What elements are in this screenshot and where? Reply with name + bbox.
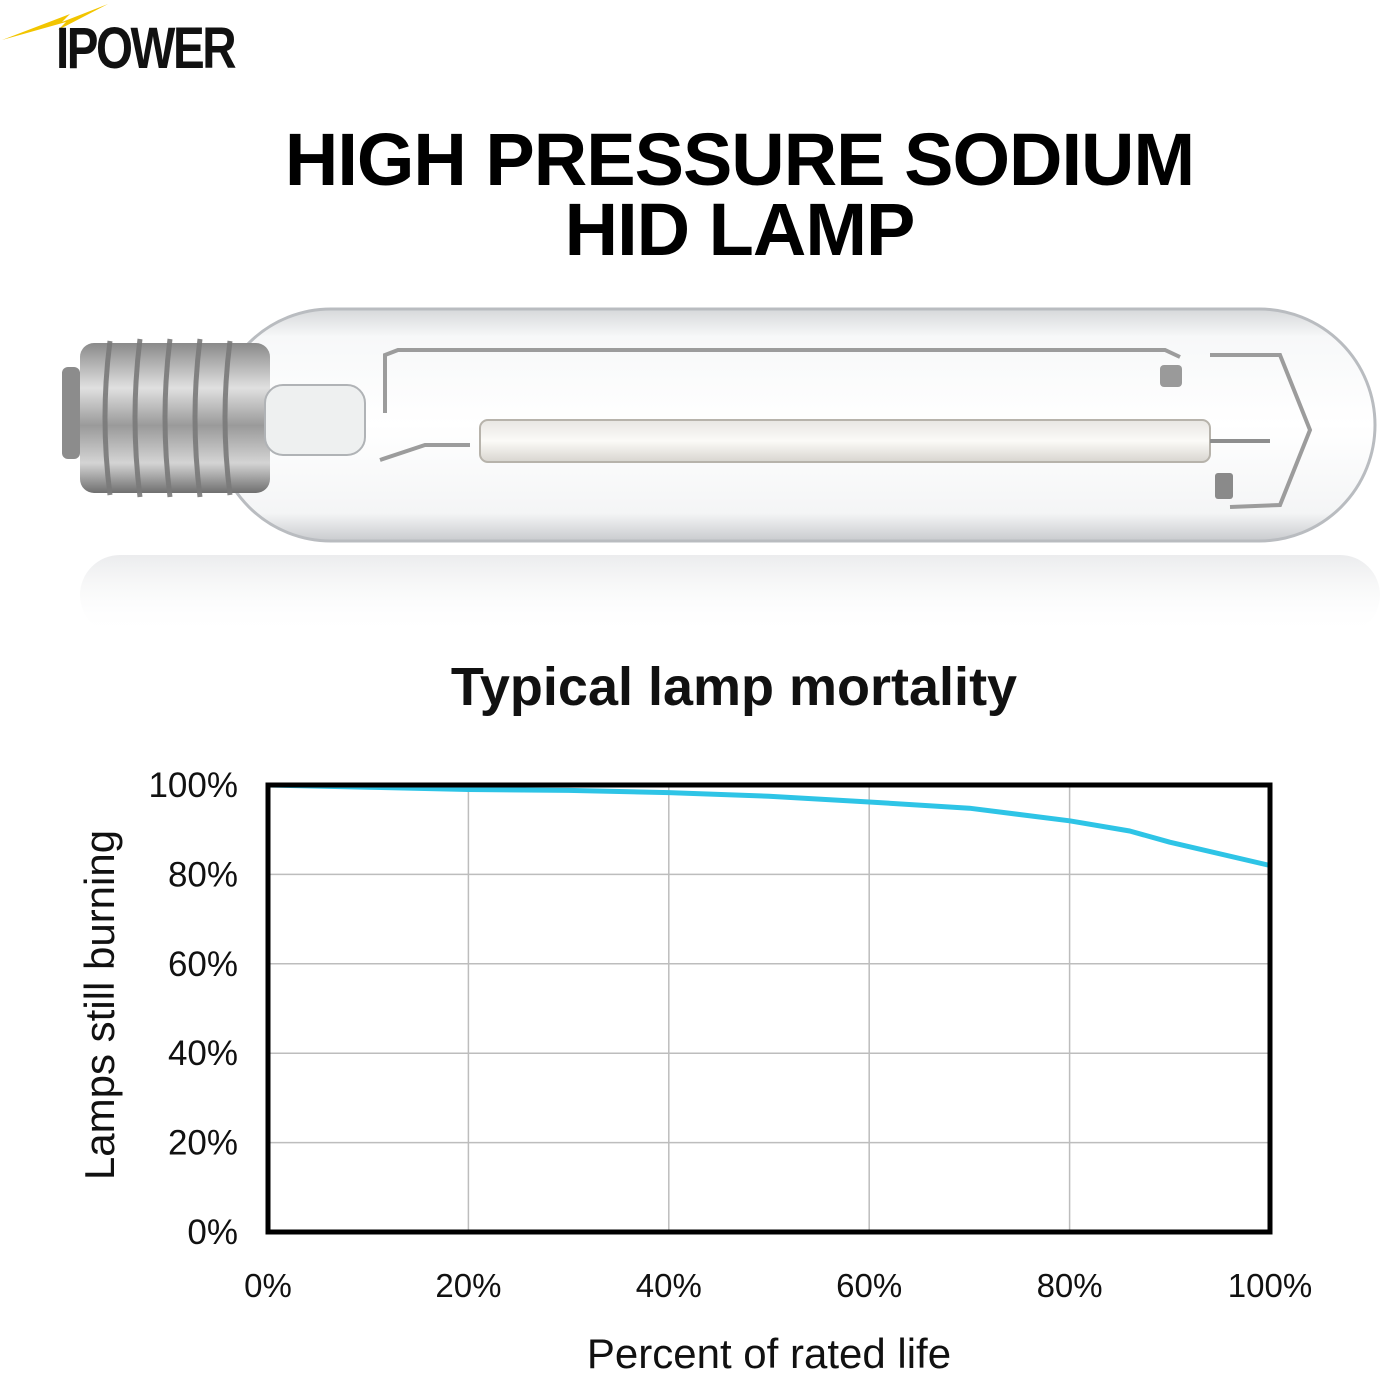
brand-name: IPOWER <box>56 16 237 81</box>
y-tick-label: 40% <box>168 1034 238 1073</box>
x-tick-label: 0% <box>244 1267 292 1304</box>
chart-grid <box>268 785 1270 1232</box>
plot-frame <box>265 782 1273 1235</box>
y-tick-label: 60% <box>168 945 238 984</box>
hps-lamp-bulb-icon <box>62 307 1380 635</box>
x-tick-label: 60% <box>836 1267 902 1304</box>
lightning-bolt-icon <box>2 4 108 40</box>
headline-line-2: HID LAMP <box>564 188 916 271</box>
mortality-chart: 0% 20% 40% 60% 80% 100% 100% 80% 60% 40% 20% 0% <box>148 766 1312 1304</box>
chart-ticks: 0% 20% 40% 60% 80% 100% 100% 80% 60% 40% 20% 0% <box>148 766 1312 1304</box>
mortality-series-line <box>267 782 1271 868</box>
x-axis-label: Percent of rated life <box>586 1330 952 1377</box>
y-axis-label: Lamps still burning <box>76 829 123 1181</box>
chart-title: Typical lamp mortality <box>450 657 1018 717</box>
x-tick-label: 80% <box>1037 1267 1103 1304</box>
y-tick-label: 100% <box>148 766 238 805</box>
brand-logo: IPOWER <box>0 0 240 90</box>
y-tick-label: 80% <box>168 855 238 894</box>
headline-line-1: HIGH PRESSURE SODIUM <box>284 118 1195 201</box>
x-tick-label: 20% <box>435 1267 501 1304</box>
y-tick-label: 0% <box>187 1213 238 1252</box>
x-tick-label: 100% <box>1228 1267 1312 1304</box>
x-tick-label: 40% <box>636 1267 702 1304</box>
y-tick-label: 20% <box>168 1124 238 1163</box>
